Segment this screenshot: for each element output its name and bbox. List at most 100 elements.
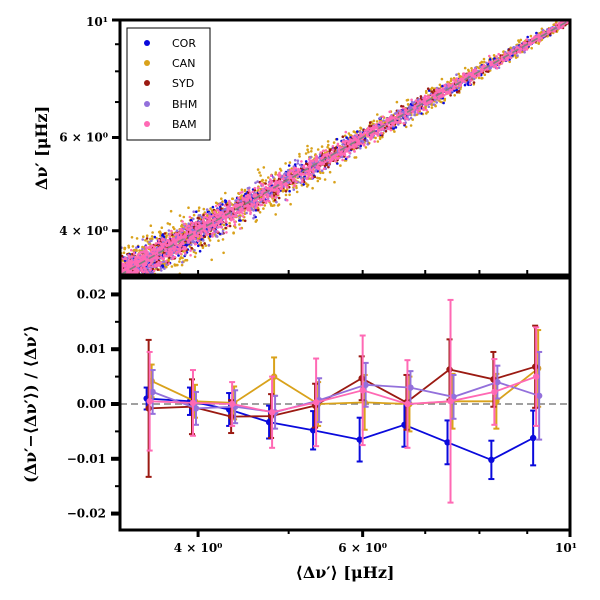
scatter-point-syd (126, 284, 129, 287)
scatter-point-can (110, 264, 113, 267)
scatter-point-can (375, 120, 379, 123)
scatter-point-can (122, 286, 125, 289)
scatter-point-can (395, 100, 399, 104)
scatter-point-bhm (393, 112, 397, 115)
scatter-point-cor (113, 256, 116, 259)
scatter-point-cor (211, 205, 215, 209)
scatter-point-bhm (252, 209, 255, 212)
scatter-point-can (424, 89, 428, 93)
scatter-point-can (112, 281, 115, 284)
scatter-point-can (530, 46, 533, 50)
scatter-point-can (149, 224, 153, 227)
scatter-point-can (264, 179, 268, 182)
scatter-point-cor (356, 130, 359, 133)
scatter-point-bhm (114, 271, 117, 274)
scatter-point-can (298, 152, 301, 156)
scatter-point-bhm (197, 214, 201, 217)
scatter-point-can (102, 270, 105, 273)
scatter-point-can (170, 265, 174, 268)
scatter-point-bhm (215, 235, 219, 238)
scatter-point-can (166, 222, 170, 225)
scatter-point-bhm (238, 216, 241, 219)
scatter-point-bam (451, 82, 455, 85)
scatter-point-can (267, 176, 270, 179)
scatter-point-bhm (409, 106, 413, 110)
scatter-point-can (178, 260, 181, 263)
scatter-point-can (222, 223, 226, 227)
scatter-point-bam (311, 160, 315, 163)
scatter-point-bam (253, 203, 256, 206)
scatter-point-can (130, 236, 134, 239)
scatter-point-can (406, 98, 410, 102)
scatter-point-bhm (275, 200, 278, 204)
scatter-point-can (133, 248, 136, 252)
scatter-point-can (142, 235, 145, 238)
scatter-point-bhm (296, 162, 300, 165)
scatter-point-bam (112, 264, 115, 267)
scatter-point-can (197, 206, 201, 209)
scatter-point-bam (312, 166, 315, 170)
scatter-point-bhm (399, 117, 403, 121)
scatter-point-syd (115, 289, 118, 292)
scatter-point-bam (344, 144, 347, 147)
scatter-point-syd (114, 264, 117, 267)
scatter-point-cor (442, 101, 445, 105)
scatter-point-can (305, 185, 309, 188)
scatter-point-syd (284, 190, 288, 193)
scatter-point-can (295, 190, 299, 194)
scatter-point-syd (203, 235, 207, 238)
scatter-point-can (115, 261, 118, 264)
scatter-point-cor (133, 280, 136, 283)
scatter-point-can (108, 270, 111, 273)
scatter-point-can (135, 248, 138, 251)
scatter-point-bam (300, 178, 304, 181)
scatter-point-bam (260, 193, 263, 197)
scatter-point-can (343, 134, 347, 138)
scatter-point-bam (320, 163, 323, 166)
scatter-point-can (157, 230, 161, 234)
scatter-point-can (109, 271, 112, 274)
scatter-point-bam (351, 139, 355, 143)
scatter-point-bam (401, 107, 405, 110)
scatter-point-bam (376, 129, 380, 133)
scatter-point-can (288, 161, 292, 164)
scatter-point-syd (110, 264, 113, 267)
scatter-point-bam (112, 278, 115, 281)
scatter-point-can (110, 276, 113, 279)
scatter-point-bhm (205, 208, 209, 211)
scatter-point-can (240, 188, 244, 191)
scatter-point-can (311, 186, 314, 190)
scatter-point-bhm (397, 109, 400, 113)
scatter-point-can (153, 287, 156, 290)
scatter-point-cor (114, 274, 117, 277)
scatter-point-can (323, 178, 327, 181)
scatter-point-bam (125, 284, 128, 287)
scatter-point-can (453, 94, 457, 97)
scatter-point-can (135, 284, 138, 287)
scatter-point-bam (367, 126, 370, 130)
scatter-point-can (109, 270, 112, 273)
scatter-point-bam (123, 282, 126, 285)
scatter-point-can (107, 269, 110, 272)
scatter-point-syd (112, 274, 115, 277)
scatter-point-can (349, 134, 353, 137)
scatter-point-bam (105, 277, 108, 280)
scatter-point-bam (125, 261, 129, 265)
scatter-point-cor (195, 210, 198, 213)
scatter-point-syd (243, 219, 247, 223)
scatter-point-bam (259, 198, 262, 201)
scatter-point-bhm (208, 212, 211, 215)
scatter-point-can (180, 289, 183, 292)
scatter-point-bhm (457, 86, 461, 90)
scatter-point-bam (258, 190, 261, 194)
scatter-point-bam (131, 279, 134, 282)
scatter-point-bam (131, 285, 134, 288)
scatter-point-bhm (187, 222, 190, 225)
scatter-point-bhm (111, 256, 114, 259)
scatter-point-can (165, 234, 168, 238)
scatter-point-syd (109, 272, 112, 275)
scatter-point-can (193, 255, 197, 259)
scatter-point-can (481, 76, 484, 80)
scatter-point-can (150, 235, 154, 238)
scatter-point-can (359, 126, 362, 130)
